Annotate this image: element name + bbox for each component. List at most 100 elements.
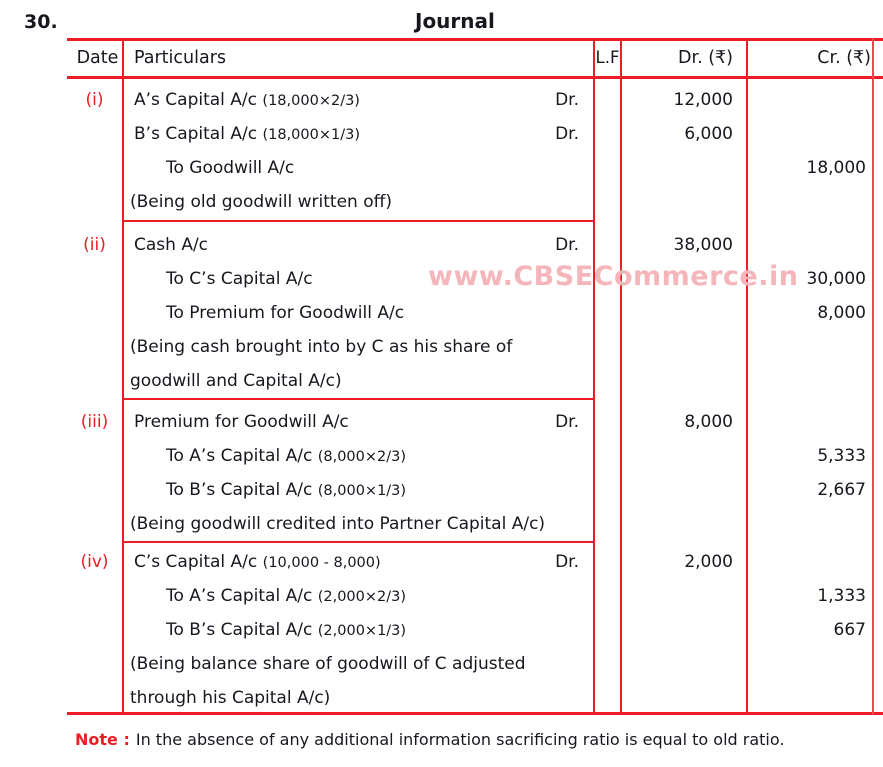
header-cr: Cr. (₹) — [746, 38, 874, 77]
entry-date-cell: (i) — [67, 77, 122, 222]
amount — [748, 507, 874, 541]
entry-cr-cell: 18,000 — [746, 77, 874, 222]
amount — [622, 579, 746, 613]
amount: 38,000 — [673, 235, 733, 255]
amount: 1,333 — [817, 586, 866, 606]
amount — [622, 296, 746, 330]
journal-line: To C’s Capital A/c — [134, 262, 579, 296]
entry-lf-cell — [593, 77, 620, 222]
amount — [622, 473, 746, 507]
table-bottom-rule — [67, 712, 883, 715]
amount — [748, 117, 874, 151]
header-bottom-rule — [67, 76, 883, 79]
table-right-rule — [872, 38, 874, 715]
page-title: Journal — [415, 9, 495, 33]
account-text: A’s Capital A/c — [134, 90, 258, 110]
header-date: Date — [76, 47, 119, 68]
journal-line: To Premium for Goodwill A/c — [134, 296, 579, 330]
entry-lf-cell — [593, 222, 620, 400]
amount — [622, 330, 746, 364]
calc-paren: (10,000 - 8,000) — [262, 555, 381, 571]
amount: 2,667 — [817, 480, 866, 500]
amount: 30,000 — [806, 269, 866, 289]
calc-paren: (8,000×1/3) — [317, 483, 407, 499]
calc-paren: (18,000×1/3) — [262, 127, 360, 143]
account-text: Premium for Goodwill A/c — [134, 412, 349, 432]
account-text: To Premium for Goodwill A/c — [166, 303, 405, 323]
account-text: To B’s Capital A/c — [166, 620, 313, 640]
narration-line: (Being balance share of goodwill of C ad… — [130, 647, 579, 681]
amount — [748, 405, 874, 439]
header-particulars: Particulars — [122, 38, 593, 77]
amount: 18,000 — [806, 158, 866, 178]
amount — [748, 545, 874, 579]
header-lf: L.F — [593, 38, 620, 77]
entry-cr-cell: 1,333 667 — [746, 543, 874, 712]
narration-text: through his Capital A/c) — [130, 688, 331, 708]
journal-entry-iii: (iii) Premium for Goodwill A/c Dr. To A’s… — [67, 400, 874, 543]
amount — [748, 647, 874, 681]
journal-line: To A’s Capital A/c (2,000×2/3) — [134, 579, 579, 613]
entry-particulars-cell: Cash A/c Dr. To C’s Capital A/c To Premiu… — [122, 222, 593, 400]
entry-cr-cell: 30,000 8,000 — [746, 222, 874, 400]
note-line: Note : In the absence of any additional i… — [75, 730, 784, 749]
entry-dr-cell: 8,000 — [620, 400, 746, 543]
calc-paren: (2,000×1/3) — [317, 623, 407, 639]
entry-label: (i) — [85, 90, 104, 110]
entry-particulars-cell: Premium for Goodwill A/c Dr. To A’s Capit… — [122, 400, 593, 543]
narration-text: (Being balance share of goodwill of C ad… — [130, 654, 526, 674]
entry-particulars-cell: C’s Capital A/c (10,000 - 8,000) Dr. To A… — [122, 543, 593, 712]
site-watermark: www.CBSECommerce.in — [428, 261, 799, 292]
dr-tag: Dr. — [555, 124, 579, 144]
entry-lf-cell — [593, 543, 620, 712]
table-top-rule — [67, 38, 883, 41]
narration-text: (Being cash brought into by C as his sha… — [130, 337, 513, 357]
entry-dr-cell: 12,000 6,000 — [620, 77, 746, 222]
journal-line: To B’s Capital A/c (8,000×1/3) — [134, 473, 579, 507]
amount — [622, 185, 746, 219]
journal-line: Cash A/c Dr. — [134, 228, 579, 262]
entry-lf-cell — [593, 400, 620, 543]
amount — [748, 185, 874, 219]
dr-tag: Dr. — [555, 552, 579, 572]
amount: 667 — [833, 620, 866, 640]
entry-dr-cell: 2,000 — [620, 543, 746, 712]
journal-entry-ii: (ii) Cash A/c Dr. To C’s Capital A/c To P… — [67, 222, 874, 400]
account-text: C’s Capital A/c — [134, 552, 258, 572]
amount: 2,000 — [684, 552, 733, 572]
dr-tag: Dr. — [555, 235, 579, 255]
journal-line: B’s Capital A/c (18,000×1/3) Dr. — [134, 117, 579, 151]
journal-entry-i: (i) A’s Capital A/c (18,000×2/3) Dr. B’s … — [67, 77, 874, 222]
amount — [748, 330, 874, 364]
account-text: B’s Capital A/c — [134, 124, 258, 144]
entry-cr-cell: 5,333 2,667 — [746, 400, 874, 543]
journal-line: To B’s Capital A/c (2,000×1/3) — [134, 613, 579, 647]
journal-line: To Goodwill A/c — [134, 151, 579, 185]
dr-tag: Dr. — [555, 90, 579, 110]
narration-text: (Being old goodwill written off) — [130, 192, 392, 212]
dr-tag: Dr. — [555, 412, 579, 432]
entry-label: (iv) — [80, 552, 109, 572]
amount — [748, 364, 874, 398]
journal-line: A’s Capital A/c (18,000×2/3) Dr. — [134, 83, 579, 117]
journal-table: Date Particulars L.F Dr. (₹) Cr. (₹) (i)… — [67, 38, 874, 712]
journal-line: C’s Capital A/c (10,000 - 8,000) Dr. — [134, 545, 579, 579]
entry-particulars-cell: A’s Capital A/c (18,000×2/3) Dr. B’s Capi… — [122, 77, 593, 222]
amount — [622, 681, 746, 715]
account-text: To A’s Capital A/c — [166, 446, 313, 466]
amount — [622, 439, 746, 473]
entry-dr-cell: 38,000 — [620, 222, 746, 400]
amount — [622, 507, 746, 541]
account-text: To C’s Capital A/c — [166, 269, 313, 289]
journal-line: To A’s Capital A/c (8,000×2/3) — [134, 439, 579, 473]
amount — [622, 151, 746, 185]
amount: 8,000 — [684, 412, 733, 432]
account-text: Cash A/c — [134, 235, 209, 255]
narration-line: (Being old goodwill written off) — [130, 185, 579, 219]
journal-line: Premium for Goodwill A/c Dr. — [134, 405, 579, 439]
problem-number: 30. — [24, 11, 58, 33]
note-label: Note : — [75, 730, 130, 749]
header-dr: Dr. (₹) — [620, 38, 746, 77]
amount: 5,333 — [817, 446, 866, 466]
